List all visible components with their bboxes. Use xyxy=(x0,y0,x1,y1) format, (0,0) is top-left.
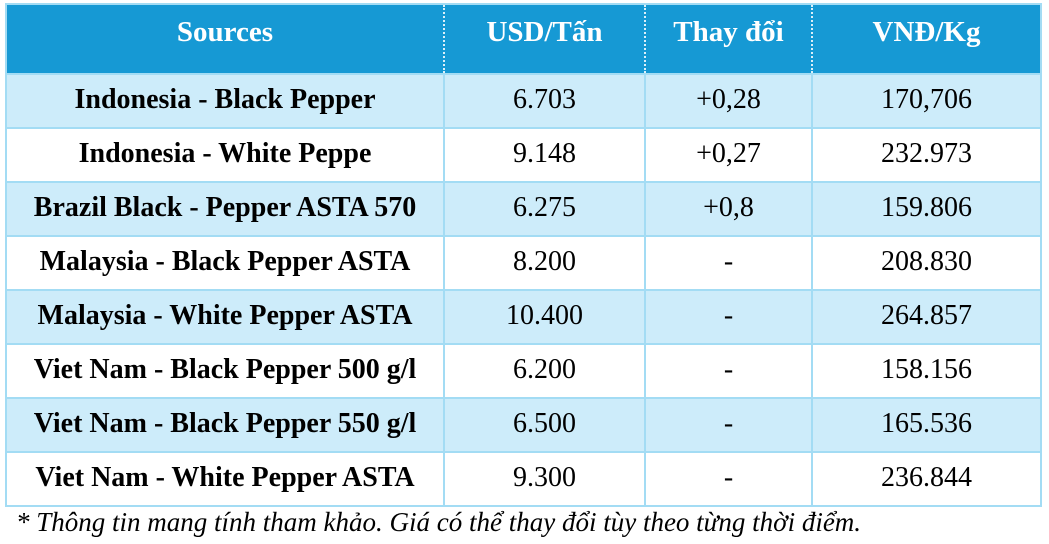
table-row: Malaysia - Black Pepper ASTA 8.200-208.83… xyxy=(5,235,1042,291)
cell-usd: 9.148 xyxy=(443,127,646,183)
column-header-usd-per-ton: USD/Tấn xyxy=(443,4,645,74)
cell-change: - xyxy=(644,289,813,345)
cell-usd: 9.300 xyxy=(443,451,646,507)
cell-usd: 10.400 xyxy=(443,289,646,345)
column-header-sources: Sources xyxy=(6,4,444,74)
cell-source: Viet Nam - Black Pepper 550 g/l xyxy=(5,397,445,453)
cell-usd: 6.500 xyxy=(443,397,646,453)
cell-source: Malaysia - White Pepper ASTA xyxy=(5,289,445,345)
cell-source: Indonesia - White Peppe xyxy=(5,127,445,183)
cell-change: +0,28 xyxy=(644,73,813,129)
cell-change: - xyxy=(644,343,813,399)
cell-source: Viet Nam - Black Pepper 500 g/l xyxy=(5,343,445,399)
cell-source: Malaysia - Black Pepper ASTA xyxy=(5,235,445,291)
cell-source: Indonesia - Black Pepper xyxy=(5,73,445,129)
table-row: Viet Nam - White Pepper ASTA 9.300-236.84… xyxy=(5,451,1042,507)
cell-usd: 6.703 xyxy=(443,73,646,129)
cell-vnd: 165.536 xyxy=(811,397,1042,453)
cell-usd: 6.200 xyxy=(443,343,646,399)
table-row: Indonesia - Black Pepper 6.703 +0,28 170,70… xyxy=(5,73,1042,129)
table-row: Malaysia - White Pepper ASTA 10.400-264.8… xyxy=(5,289,1042,345)
table-row: Brazil Black - Pepper ASTA 570 6.275 +0,8 1… xyxy=(5,181,1042,237)
cell-vnd: 264.857 xyxy=(811,289,1042,345)
table-row: Viet Nam - Black Pepper 550 g/l 6.500-165… xyxy=(5,397,1042,453)
cell-vnd: 232.973 xyxy=(811,127,1042,183)
cell-change: - xyxy=(644,451,813,507)
cell-vnd: 159.806 xyxy=(811,181,1042,237)
pepper-price-table: Sources USD/Tấn Thay đổi VNĐ/Kg Indonesi… xyxy=(5,3,1042,507)
table-row: Viet Nam - Black Pepper 500 g/l 6.200-158… xyxy=(5,343,1042,399)
cell-source: Brazil Black - Pepper ASTA 570 xyxy=(5,181,445,237)
table-row: Indonesia - White Peppe 9.148 +0,27 232.973 xyxy=(5,127,1042,183)
cell-vnd: 236.844 xyxy=(811,451,1042,507)
cell-vnd: 208.830 xyxy=(811,235,1042,291)
cell-change: - xyxy=(644,397,813,453)
cell-change: +0,8 xyxy=(644,181,813,237)
cell-vnd: 158.156 xyxy=(811,343,1042,399)
cell-usd: 6.275 xyxy=(443,181,646,237)
footnote: * Thông tin mang tính tham khảo. Giá có … xyxy=(16,507,862,537)
cell-change: - xyxy=(644,235,813,291)
column-header-vnd-per-kg: VNĐ/Kg xyxy=(811,4,1041,74)
cell-vnd: 170,706 xyxy=(811,73,1042,129)
table-body: Indonesia - Black Pepper 6.703 +0,28 170,70… xyxy=(5,73,1042,507)
column-header-change: Thay đổi xyxy=(644,4,812,74)
cell-change: +0,27 xyxy=(644,127,813,183)
header-row: Sources USD/Tấn Thay đổi VNĐ/Kg xyxy=(6,4,1041,74)
cell-source: Viet Nam - White Pepper ASTA xyxy=(5,451,445,507)
cell-usd: 8.200 xyxy=(443,235,646,291)
